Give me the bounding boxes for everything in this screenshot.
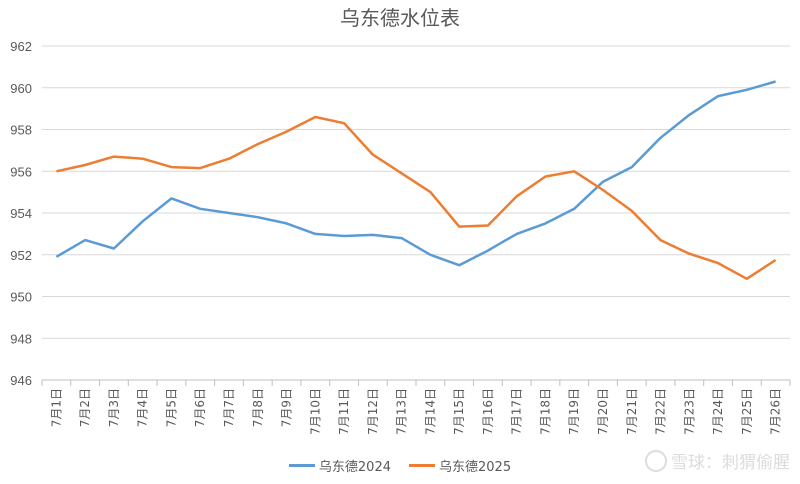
x-tick-label: 7月14日 <box>423 388 437 435</box>
y-axis-ticks: 946 948 950 952 954 956 958 960 962 <box>10 39 32 388</box>
x-tick-label: 7月12日 <box>366 388 380 435</box>
x-tick-label: 7月19日 <box>567 388 581 435</box>
y-tick-label: 950 <box>10 290 32 305</box>
x-tick-label: 7月5日 <box>164 388 178 427</box>
x-tick-label: 7月3日 <box>107 388 121 427</box>
x-tick-label: 7月11日 <box>337 388 351 435</box>
x-tick-label: 7月4日 <box>136 388 150 427</box>
x-tick-label: 7月20日 <box>596 388 610 435</box>
x-tick-label: 7月17日 <box>510 388 524 435</box>
y-tick-label: 948 <box>10 331 32 346</box>
series-line-1 <box>56 115 777 281</box>
legend-item-2025[interactable]: 乌东德2025 <box>409 456 511 475</box>
y-tick-label: 962 <box>10 39 32 54</box>
x-tick-label: 7月8日 <box>251 388 265 427</box>
x-tick-label: 7月23日 <box>682 388 696 435</box>
legend-swatch-2025 <box>409 464 435 467</box>
x-tick-label: 7月2日 <box>78 388 92 427</box>
x-tick-label: 7月18日 <box>538 388 552 435</box>
x-tick-label: 7月1日 <box>49 388 63 427</box>
chart-title: 乌东德水位表 <box>340 6 460 30</box>
legend-label-2025: 乌东德2025 <box>439 460 512 475</box>
y-tick-label: 958 <box>10 123 32 138</box>
gridlines <box>41 45 791 386</box>
watermark-text: 雪球：刺猬偷腥 <box>671 453 790 473</box>
x-tick-label: 7月26日 <box>769 388 783 435</box>
x-tick-label: 7月6日 <box>193 388 207 427</box>
legend-item-2024[interactable]: 乌东德2024 <box>288 456 391 475</box>
x-tick-label: 7月15日 <box>452 388 466 435</box>
legend-label-2024: 乌东德2024 <box>318 460 391 475</box>
x-axis-ticks: 7月1日 7月2日 7月3日 7月4日 7月5日 7月6日 7月7日 7月8日 7月9日 7月10… <box>49 388 782 435</box>
legend: 乌东德2024 乌东德2025 <box>0 456 800 475</box>
y-tick-label: 952 <box>10 248 32 263</box>
series-lines <box>55 80 777 281</box>
x-tick-label: 7月25日 <box>740 388 754 435</box>
x-tick-label: 7月9日 <box>280 388 294 427</box>
x-tick-label: 7月10日 <box>308 388 322 435</box>
series-line-0 <box>55 80 776 267</box>
y-tick-label: 956 <box>10 164 32 179</box>
y-tick-label: 946 <box>10 373 32 388</box>
x-tick-label: 7月13日 <box>395 388 409 435</box>
xueqiu-logo-icon <box>645 449 667 472</box>
x-tick-label: 7月7日 <box>222 388 236 427</box>
x-tick-label: 7月22日 <box>654 388 668 435</box>
x-tick-label: 7月16日 <box>481 388 495 435</box>
x-tick-label: 7月24日 <box>711 388 725 435</box>
y-tick-label: 954 <box>10 206 32 221</box>
y-tick-label: 960 <box>10 81 32 96</box>
watermark: 雪球：刺猬偷腥 <box>645 448 790 473</box>
legend-swatch-2024 <box>288 464 315 467</box>
x-tick-label: 7月21日 <box>625 388 639 435</box>
